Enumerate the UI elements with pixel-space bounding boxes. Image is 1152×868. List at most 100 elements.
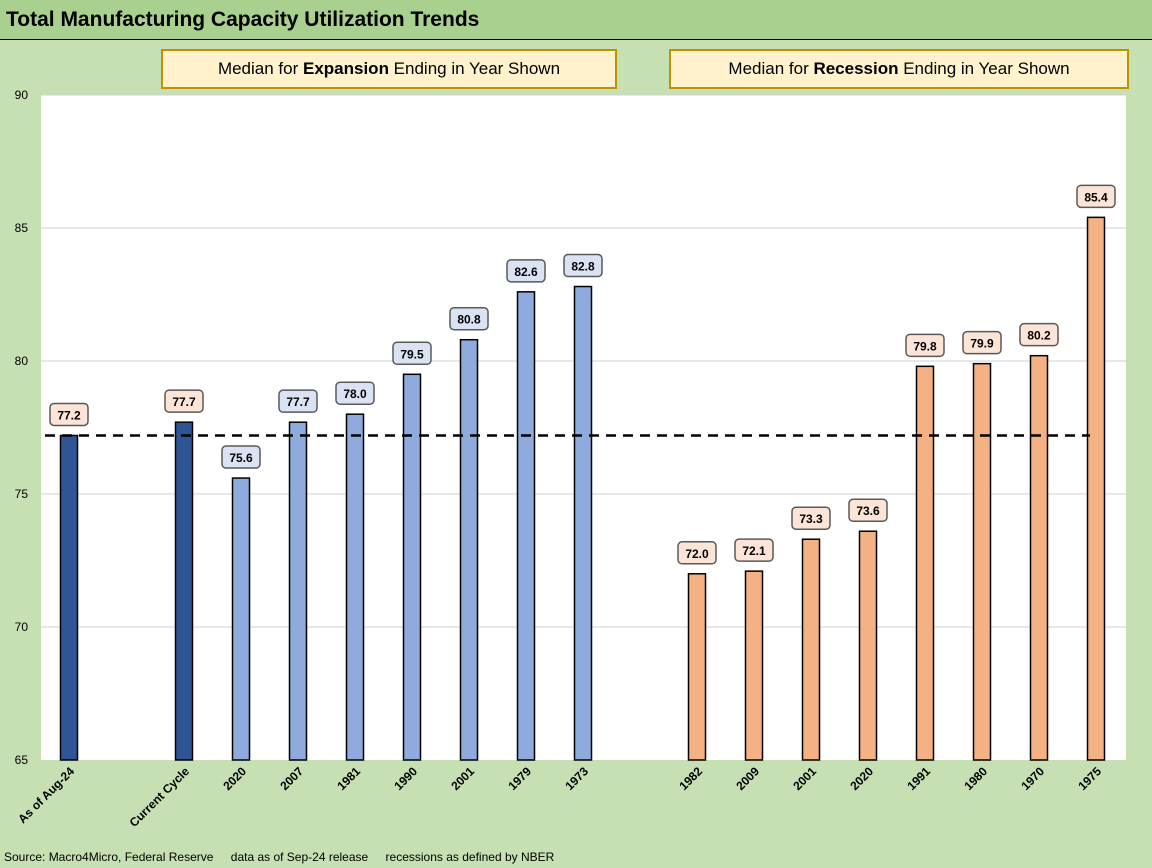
data-label: 79.5 [392, 341, 432, 366]
data-label-text: 72.1 [742, 544, 766, 558]
data-label: 75.6 [221, 445, 261, 469]
y-tick-label: 90 [15, 88, 29, 102]
data-label-box [1019, 322, 1059, 347]
data-label-box [1076, 184, 1116, 209]
expansion-box-pre: Median for [217, 59, 303, 78]
data-label-text: 73.6 [856, 504, 880, 518]
data-label-box [49, 402, 89, 427]
y-tick-label: 85 [15, 221, 29, 235]
x-tick-label: 2001 [448, 764, 477, 793]
data-label-text: 77.2 [57, 408, 81, 422]
x-tick-label: As of Aug-24 [15, 764, 77, 826]
x-tick-label: 1979 [505, 764, 534, 793]
data-label-text: 82.8 [571, 260, 595, 274]
x-tick-label: 1991 [904, 764, 933, 793]
bar [744, 570, 764, 761]
x-tick-label: 2001 [790, 764, 819, 793]
data-label-box [962, 330, 1002, 355]
bar [915, 365, 935, 761]
data-label-text: 75.6 [229, 451, 253, 465]
data-label-text: 78.0 [343, 387, 367, 401]
recession-box-pre: Median for [728, 59, 814, 78]
data-label-box [221, 445, 261, 469]
data-label: 78.0 [335, 381, 375, 405]
data-label: 77.7 [278, 389, 318, 413]
data-label: 79.8 [905, 333, 945, 358]
data-label-text: 82.6 [514, 265, 538, 279]
data-label-box [278, 389, 318, 413]
chart-title: Total Manufacturing Capacity Utilization… [6, 8, 480, 31]
data-label: 85.4 [1076, 184, 1116, 209]
expansion-box-post: Ending in Year Shown [388, 59, 561, 78]
bar [516, 291, 536, 761]
data-label: 77.7 [164, 389, 204, 413]
bar [687, 573, 707, 761]
x-tick-label: 1980 [961, 764, 990, 793]
x-tick-label: 2020 [847, 764, 876, 793]
recession-box-bold: Recession [813, 59, 899, 78]
data-label-box [905, 333, 945, 358]
bar [345, 413, 365, 761]
recession-median-box: Median for Recession Ending in Year Show… [669, 49, 1129, 89]
x-tick-label: 1975 [1075, 764, 1104, 793]
bar [573, 285, 593, 761]
x-tick-label: 2007 [277, 764, 306, 793]
bar [972, 362, 992, 761]
data-label-box [734, 538, 774, 562]
x-tick-label: 1973 [562, 764, 591, 793]
data-label-box [506, 259, 546, 283]
bar-chart: 65 70 75 80 85 90 77.2 77.7 75.6 77.7 78.0 79.5 80.8… [15, 88, 1126, 830]
recession-box-post: Ending in Year Shown [898, 59, 1070, 78]
bar [288, 421, 308, 761]
data-label: 82.6 [506, 259, 546, 283]
expansion-box-bold: Expansion [302, 59, 389, 78]
y-tick-label: 70 [15, 620, 29, 634]
data-label-text: 79.8 [913, 339, 937, 353]
data-label-box [677, 541, 717, 565]
data-label-text: 72.0 [685, 547, 709, 561]
source-note: Source: Macro4Micro, Federal Reserve dat… [4, 850, 568, 864]
y-tick-label: 75 [15, 487, 29, 501]
data-label: 73.3 [791, 506, 831, 530]
x-tick-label: 1981 [334, 764, 363, 793]
data-label: 72.0 [677, 541, 717, 565]
data-label-box [164, 389, 204, 413]
data-label: 80.2 [1019, 322, 1059, 347]
data-label: 77.2 [49, 402, 89, 427]
data-label: 82.8 [563, 253, 603, 278]
bar [174, 421, 194, 761]
data-label-text: 85.4 [1084, 190, 1108, 204]
y-tick-label: 65 [15, 753, 29, 767]
data-label-text: 79.9 [970, 337, 994, 351]
data-date-text: data as of Sep-24 release [230, 850, 369, 864]
y-tick-label: 80 [15, 354, 29, 368]
bar [459, 338, 479, 761]
bar [858, 530, 878, 761]
data-label-box [392, 341, 432, 366]
data-label: 72.1 [734, 538, 774, 562]
data-label-text: 77.7 [286, 395, 310, 409]
data-label-box [791, 506, 831, 530]
x-tick-label: 1970 [1018, 764, 1047, 793]
data-label-box [449, 306, 489, 331]
bar [402, 373, 422, 761]
bar [59, 434, 79, 761]
data-label-text: 73.3 [799, 512, 823, 526]
data-label-box [335, 381, 375, 405]
data-label-text: 80.8 [457, 313, 481, 327]
bar [231, 477, 251, 761]
expansion-median-box: Median for Expansion Ending in Year Show… [161, 49, 617, 89]
data-label: 79.9 [962, 330, 1002, 355]
data-label-text: 79.5 [400, 347, 424, 361]
data-label: 73.6 [848, 498, 888, 522]
x-tick-label: 1990 [391, 764, 420, 793]
bar [801, 538, 821, 761]
x-tick-label: 1982 [676, 764, 705, 793]
data-label-text: 80.2 [1027, 329, 1051, 343]
title-bar: Total Manufacturing Capacity Utilization… [0, 0, 1152, 40]
data-label-text: 77.7 [172, 395, 196, 409]
bar [1029, 354, 1049, 761]
x-tick-label: Current Cycle [127, 764, 193, 830]
source-text: Source: Macro4Micro, Federal Reserve [4, 850, 214, 864]
